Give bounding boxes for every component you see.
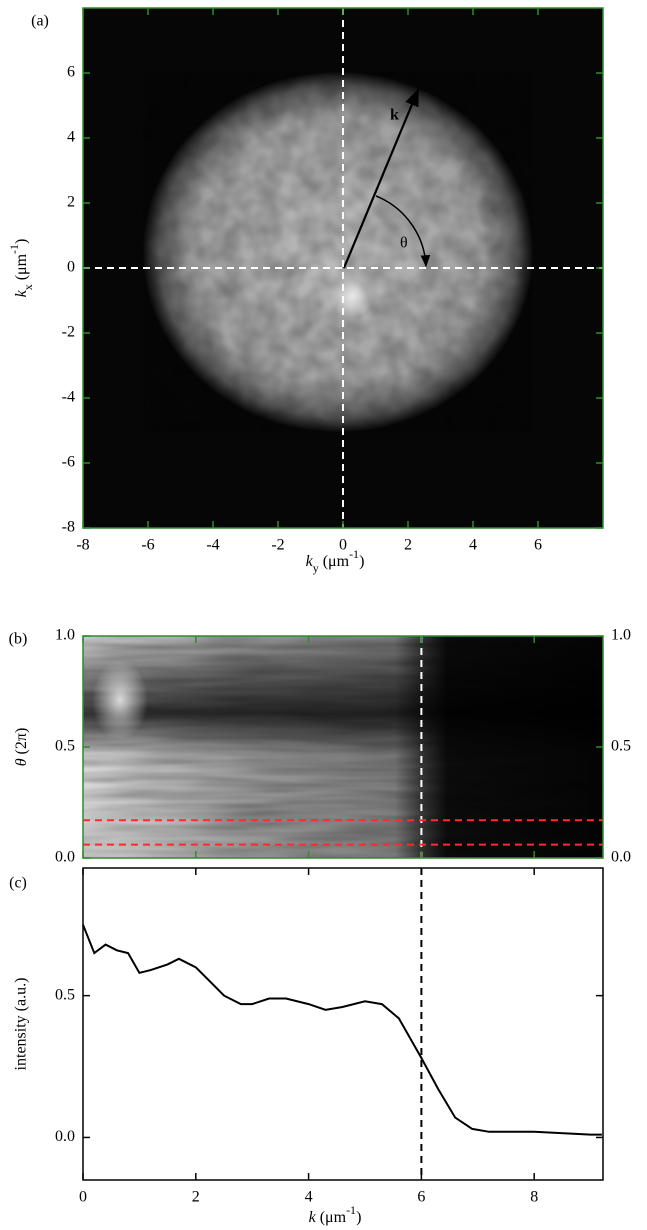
panel-b-image bbox=[83, 636, 603, 858]
x-axis-label: k (μm-1) bbox=[309, 1203, 362, 1226]
data-line bbox=[82, 924, 602, 1136]
x-axis-label-part: (μm bbox=[320, 1209, 347, 1226]
panel-label: (b) bbox=[9, 631, 28, 648]
angle-arc bbox=[375, 195, 431, 268]
x-tick-label: 8 bbox=[530, 1189, 538, 1206]
y2-tick-label: 0.0 bbox=[611, 849, 631, 866]
y2-tick-label: 0.5 bbox=[611, 738, 631, 755]
y-axis-label-part: θ bbox=[13, 758, 30, 766]
texture bbox=[143, 72, 533, 432]
y-tick-label: -4 bbox=[62, 389, 75, 406]
vector-label: k bbox=[390, 107, 399, 124]
x-tick-label: -6 bbox=[141, 537, 154, 554]
y-tick-label: 0.0 bbox=[55, 849, 75, 866]
x-axis-label-part: -1 bbox=[349, 547, 359, 561]
texture bbox=[83, 636, 603, 858]
y-axis-label: intensity (a.u.) bbox=[13, 978, 30, 1071]
y-axis-label-part: ) bbox=[13, 239, 30, 244]
y-axis-label: kx (μm-1) bbox=[7, 239, 35, 298]
y-axis-label-part: x bbox=[21, 284, 35, 290]
k-arrow bbox=[342, 88, 420, 269]
x-tick-label: 2 bbox=[192, 1189, 200, 1206]
x-tick-label: 6 bbox=[417, 1189, 425, 1206]
x-tick-label: -2 bbox=[271, 537, 284, 554]
x-axis-label: ky (μm-1) bbox=[306, 547, 365, 575]
panel-label: (c) bbox=[9, 875, 27, 892]
bright-spot bbox=[330, 274, 374, 318]
x-axis-label-part: k bbox=[309, 1209, 317, 1226]
y-tick-label: -6 bbox=[62, 454, 75, 471]
y-tick-label: -8 bbox=[62, 519, 75, 536]
y-axis-label: θ (2π) bbox=[13, 728, 30, 767]
x-tick-label: -8 bbox=[76, 537, 89, 554]
y-tick-label: 0.5 bbox=[55, 986, 75, 1003]
y-axis-label-part: (2π) bbox=[13, 728, 30, 755]
plot-frame bbox=[82, 867, 604, 1181]
x-tick-label: 0 bbox=[339, 537, 347, 554]
x-tick-label: -4 bbox=[206, 537, 219, 554]
y-axis-label-part: (μm bbox=[13, 253, 30, 280]
x-tick-label: 2 bbox=[404, 537, 412, 554]
y-axis-label-part: k bbox=[13, 289, 30, 297]
y-tick-label: 0.5 bbox=[55, 738, 75, 755]
x-axis-label-part: k bbox=[306, 553, 314, 570]
y-tick-label: 1.0 bbox=[55, 627, 75, 644]
y-tick-label: 6 bbox=[67, 64, 75, 81]
y2-tick-label: 1.0 bbox=[611, 627, 631, 644]
x-axis-label-part: y bbox=[313, 561, 319, 575]
y-tick-label: -2 bbox=[62, 324, 75, 341]
y-tick-label: 4 bbox=[67, 129, 75, 146]
bright-spot bbox=[92, 660, 148, 740]
x-axis-label-part: (μm bbox=[323, 553, 350, 570]
x-axis-label-part: ) bbox=[356, 1209, 361, 1226]
y-tick-label: 2 bbox=[67, 194, 75, 211]
x-tick-label: 4 bbox=[305, 1189, 313, 1206]
annotation: k θ bbox=[342, 88, 431, 269]
angle-label: θ bbox=[400, 235, 408, 252]
x-tick-label: 0 bbox=[79, 1189, 87, 1206]
x-tick-label: 4 bbox=[469, 537, 477, 554]
x-tick-label: 6 bbox=[534, 537, 542, 554]
x-axis-label-part: ) bbox=[359, 553, 364, 570]
y-axis-label-part: -1 bbox=[7, 244, 21, 254]
x-axis-label-part: -1 bbox=[346, 1203, 356, 1217]
y-tick-label: 0.0 bbox=[55, 1128, 75, 1145]
y-tick-label: 0 bbox=[67, 259, 75, 276]
panel-label: (a) bbox=[31, 13, 49, 30]
